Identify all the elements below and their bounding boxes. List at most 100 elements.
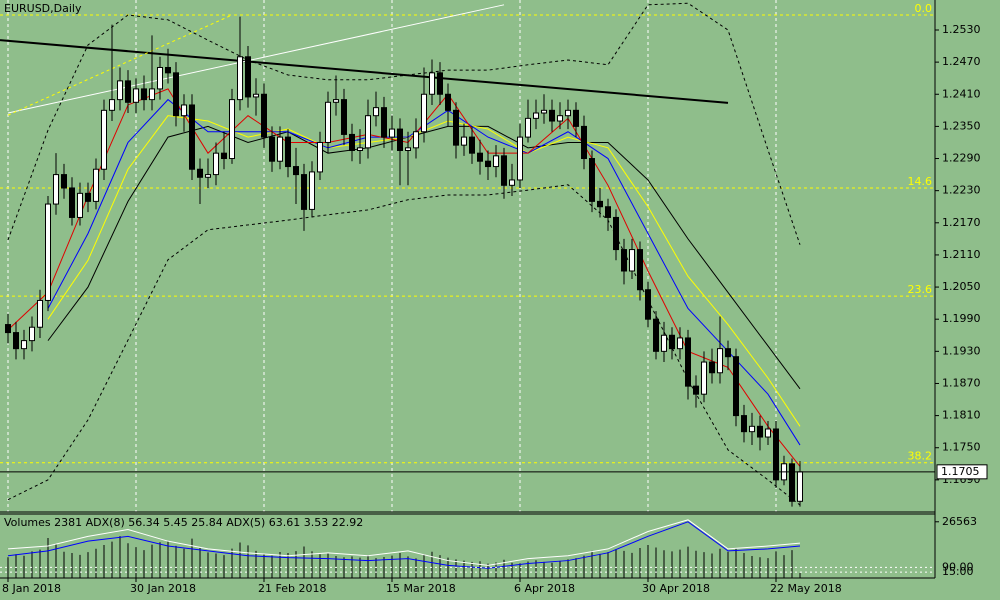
candle-body — [549, 109, 555, 122]
x-tick-label: 15 Mar 2018 — [386, 582, 456, 595]
candle-body — [733, 356, 739, 417]
x-tick-label: 30 Apr 2018 — [642, 582, 710, 595]
last-price-box — [936, 464, 988, 480]
candle-body — [621, 249, 627, 272]
candle-body — [533, 112, 539, 119]
candle-body — [789, 463, 795, 502]
candle-body — [565, 109, 571, 117]
y-tick-label: 1.2410 — [942, 87, 981, 100]
y2-tick-label: 90.00 — [942, 560, 974, 573]
x-tick-label: 21 Feb 2018 — [258, 582, 326, 595]
candle-body — [117, 80, 123, 101]
moving-average — [47, 115, 801, 427]
candle-body — [109, 99, 115, 111]
y-tick-label: 1.2170 — [942, 216, 981, 229]
candle-body — [261, 93, 267, 138]
candle-body — [229, 99, 235, 160]
candle-body — [693, 385, 699, 395]
chart-title: EURUSD,Daily — [4, 2, 82, 15]
candle-body — [645, 289, 651, 320]
y-tick-label: 1.2470 — [942, 55, 981, 68]
trendline — [7, 4, 505, 114]
candle-body — [333, 99, 339, 103]
candle-body — [629, 249, 635, 272]
y-tick-label: 1.1990 — [942, 312, 981, 325]
candle-body — [85, 192, 91, 202]
candle-body — [389, 128, 395, 138]
y-tick-label: 1.1750 — [942, 441, 981, 454]
candle-body — [357, 147, 363, 151]
y-tick-label: 1.1930 — [942, 344, 981, 357]
candle-body — [493, 155, 499, 168]
candle-body — [773, 428, 779, 481]
candle-body — [541, 109, 547, 114]
trendline — [7, 14, 233, 116]
candle-body — [661, 334, 667, 352]
y-tick-label: 1.1870 — [942, 376, 981, 389]
indicator-line — [7, 521, 801, 569]
y-tick-label: 1.1810 — [942, 409, 981, 422]
candle-body — [245, 56, 251, 98]
candle-body — [317, 141, 323, 173]
candle-body — [69, 187, 75, 218]
candle-body — [341, 99, 347, 135]
candle-body — [269, 136, 275, 162]
candle-body — [709, 361, 715, 374]
candle-body — [725, 348, 731, 358]
candle-body — [157, 66, 163, 90]
candle-body — [765, 428, 771, 438]
candle-body — [13, 332, 19, 350]
candle-body — [749, 425, 755, 433]
candle-body — [485, 160, 491, 168]
candle-body — [669, 334, 675, 350]
x-tick-label: 30 Jan 2018 — [130, 582, 196, 595]
candle-body — [405, 147, 411, 151]
x-tick-label: 22 May 2018 — [770, 582, 842, 595]
candle-body — [701, 361, 707, 395]
y-tick-label: 1.2350 — [942, 119, 981, 132]
candle-body — [605, 206, 611, 218]
candle-body — [445, 93, 451, 111]
y-tick-label: 1.2290 — [942, 152, 981, 165]
candle-body — [213, 152, 219, 176]
candle-body — [573, 109, 579, 127]
y-tick-label: 1.2530 — [942, 23, 981, 36]
candle-body — [181, 104, 187, 117]
candle-body — [205, 174, 211, 178]
candle-body — [613, 216, 619, 251]
candle-body — [29, 326, 35, 342]
candle-body — [293, 166, 299, 176]
candle-body — [325, 101, 331, 143]
candle-body — [21, 340, 27, 350]
candle-body — [469, 136, 475, 154]
indicator-line — [7, 519, 801, 566]
plot-layer — [0, 0, 935, 512]
y-tick-label: 26563 — [942, 515, 977, 528]
candle-body — [173, 72, 179, 117]
moving-average — [7, 184, 801, 506]
candle-body — [477, 152, 483, 162]
indicator-label: Volumes 2381 ADX(8) 56.34 5.45 25.84 ADX… — [4, 516, 363, 529]
candle-body — [53, 174, 59, 205]
candle-body — [349, 133, 355, 151]
fib-label: 0.0 — [915, 2, 933, 15]
y2-tick-label: 15.00 — [942, 565, 974, 578]
last-price-label: 1.1705 — [941, 465, 980, 478]
candle-body — [93, 168, 99, 202]
candle-body — [397, 128, 403, 151]
main-panel — [0, 0, 935, 512]
trendline — [0, 39, 729, 104]
x-tick-label: 8 Jan 2018 — [2, 582, 61, 595]
candle-body — [677, 337, 683, 350]
candle-body — [453, 109, 459, 146]
candle-body — [413, 131, 419, 149]
candle-body — [589, 158, 595, 202]
candle-body — [597, 200, 603, 208]
candle-body — [637, 249, 643, 291]
candle-body — [45, 203, 51, 301]
candle-body — [237, 56, 243, 101]
candle-body — [301, 174, 307, 210]
